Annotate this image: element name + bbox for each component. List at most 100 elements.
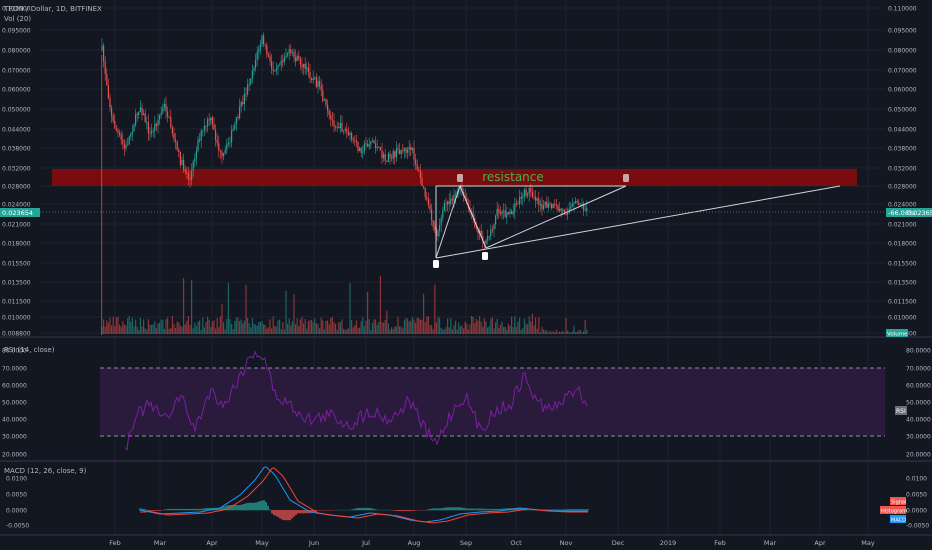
candle-body [447, 201, 449, 205]
volume-bar [403, 319, 405, 334]
rsi-tick-label: 20.0000 [906, 452, 931, 459]
volume-bar [400, 326, 402, 334]
macd-histogram-bar [433, 508, 435, 511]
candle-body [586, 208, 588, 211]
leg-down-trendline[interactable] [459, 185, 487, 249]
volume-bar [123, 324, 125, 334]
anchor-handle[interactable] [482, 252, 488, 260]
volume-bar [296, 318, 298, 334]
macd-histogram-bar [491, 508, 493, 511]
candle-body [370, 141, 372, 145]
volume-bar [543, 329, 545, 334]
candle-body [107, 85, 109, 99]
candle-body [421, 177, 423, 187]
candle-body [557, 205, 559, 211]
macd-histogram-bar [197, 508, 199, 511]
volume-bar [547, 332, 549, 334]
volume-bar [208, 319, 210, 334]
macd-histogram-bar [351, 509, 353, 511]
volume-bar [427, 316, 429, 334]
anchor-handle[interactable] [623, 174, 629, 182]
candle-body [106, 73, 108, 86]
volume-bar [405, 317, 407, 334]
volume-bar [112, 316, 114, 334]
volume-bar [301, 316, 303, 334]
volume-bar [115, 317, 117, 334]
volume-bar [144, 328, 146, 334]
candle-body [413, 147, 415, 160]
volume-bar [331, 316, 333, 334]
long-support-trendline[interactable] [435, 185, 841, 259]
candle-body [495, 215, 497, 225]
candle-body [464, 195, 466, 198]
macd-histogram-bar [203, 508, 205, 511]
macd-histogram-bar [277, 510, 279, 518]
volume-bar [319, 328, 321, 334]
candle-body [506, 212, 508, 217]
candle-body [215, 129, 217, 141]
macd-histogram-bar [445, 507, 447, 511]
volume-legend[interactable]: Vol (20) [4, 15, 31, 23]
candle-body [205, 125, 207, 127]
volume-bar [106, 320, 108, 334]
rsi-legend[interactable]: RSI (14, close) [4, 346, 55, 354]
macd-histogram-bar [205, 508, 207, 511]
volume-bar [218, 327, 220, 334]
candle-body [117, 130, 119, 133]
candle-body [272, 68, 274, 71]
volume-bar [429, 324, 431, 334]
volume-bar [171, 316, 173, 334]
macd-histogram-bar [225, 505, 227, 511]
price-tick-label: 0.021000 [888, 222, 917, 229]
time-tick-label: Dec [612, 539, 625, 547]
time-axis[interactable]: Feb Mar Apr May Jun Jul Aug Sep Oct Nov Dec 2019 Feb… [109, 539, 875, 547]
candle-body [355, 140, 357, 142]
volume-bar [159, 322, 161, 334]
candle-body [138, 111, 140, 115]
macd-histogram-bar [243, 503, 245, 511]
candle-body [549, 203, 551, 205]
right-price-badge-text: 0.023654 [907, 209, 932, 217]
volume-bar [117, 317, 119, 334]
candle-body [303, 63, 305, 68]
rising-support-trendline[interactable] [485, 185, 627, 249]
macd-histogram-bar [269, 509, 271, 511]
anchor-handle[interactable] [457, 174, 463, 182]
volume-bar [211, 321, 213, 334]
macd-histogram-bar [407, 510, 409, 512]
volume-bar [394, 326, 396, 334]
macd-histogram-bar [571, 509, 573, 511]
anchor-handle[interactable] [433, 260, 439, 268]
volume-bar [176, 321, 178, 334]
symbol-title[interactable]: TRON / Dollar, 1D, BITFINEX [3, 5, 102, 13]
volume-bar [248, 323, 250, 334]
macd-histogram-bar [221, 507, 223, 511]
left-price-axis[interactable]: 0.110000 0.095000 0.080000 0.070000 0.060000… [2, 6, 31, 530]
candle-body [223, 153, 225, 157]
triangle-drawing[interactable] [435, 185, 841, 259]
volume-bar [503, 327, 505, 334]
macd-histogram-bar [409, 510, 411, 512]
macd-legend[interactable]: MACD (12, 26, close, 9) [4, 467, 87, 475]
macd-histogram-bar [395, 510, 397, 511]
volume-bar [344, 329, 346, 334]
volume-bar [191, 280, 193, 334]
volume-bar [195, 326, 197, 334]
macd-histogram-bar [223, 506, 225, 511]
volume-bar [274, 325, 276, 334]
resistance-zone[interactable] [52, 169, 857, 186]
volume-bar [335, 323, 337, 334]
candle-body [213, 124, 215, 130]
left-price-tick-label: 0.015500 [2, 261, 31, 268]
macd-histogram-bar [227, 505, 229, 511]
macd-histogram-bar [299, 510, 301, 514]
candle-body [570, 206, 572, 209]
candle-body [266, 45, 268, 55]
left-price-tick-label: 0.095000 [2, 28, 31, 35]
candle-body [525, 189, 527, 196]
volume-bar [109, 317, 111, 334]
leg-up-trendline[interactable] [435, 185, 461, 259]
right-price-axis[interactable]: 0.110000 0.095000 0.080000 0.070000 0.060000… [888, 6, 931, 530]
candle-body [168, 116, 170, 118]
